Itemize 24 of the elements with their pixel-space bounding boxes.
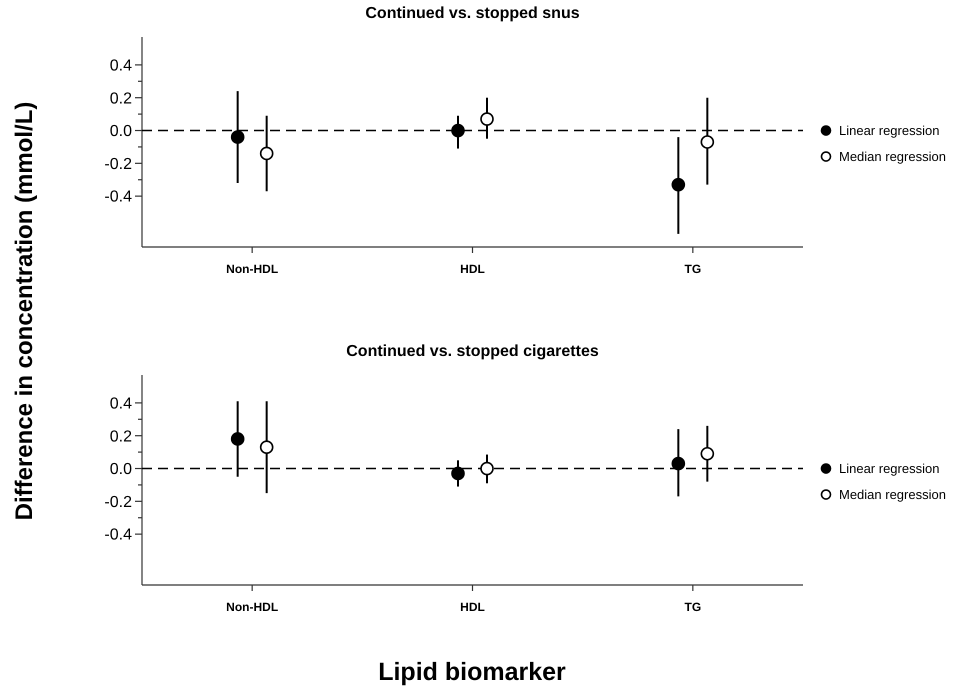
x-tick-label: Non-HDL bbox=[226, 600, 278, 614]
y-tick-label: 0.0 bbox=[110, 123, 132, 140]
chart-title: Continued vs. stopped cigarettes bbox=[346, 343, 599, 360]
y-tick-label: 0.4 bbox=[110, 57, 132, 74]
y-axis-title: Difference in concentration (mmol/L) bbox=[11, 102, 38, 520]
legend-label: Linear regression bbox=[839, 461, 940, 476]
legend-label: Linear regression bbox=[839, 123, 940, 138]
y-tick-label: -0.4 bbox=[104, 526, 132, 544]
y-tick-label: -0.2 bbox=[104, 156, 132, 173]
y-tick-label: -0.2 bbox=[104, 494, 132, 511]
legend-label: Median regression bbox=[839, 149, 946, 164]
y-tick-label: 0.0 bbox=[110, 461, 132, 478]
x-tick-label: TG bbox=[684, 600, 702, 614]
y-tick-label: -0.4 bbox=[104, 188, 132, 206]
x-axis-title: Lipid biomarker bbox=[378, 658, 566, 686]
legend-label: Median regression bbox=[839, 487, 946, 502]
chart-title: Continued vs. stopped snus bbox=[365, 5, 580, 22]
x-tick-label: HDL bbox=[460, 600, 485, 614]
x-tick-label: TG bbox=[684, 262, 702, 276]
x-tick-label: HDL bbox=[460, 262, 485, 276]
y-tick-label: 0.2 bbox=[110, 90, 132, 108]
y-tick-label: 0.2 bbox=[110, 428, 132, 446]
y-tick-label: 0.4 bbox=[110, 395, 132, 412]
x-tick-label: Non-HDL bbox=[226, 262, 278, 276]
